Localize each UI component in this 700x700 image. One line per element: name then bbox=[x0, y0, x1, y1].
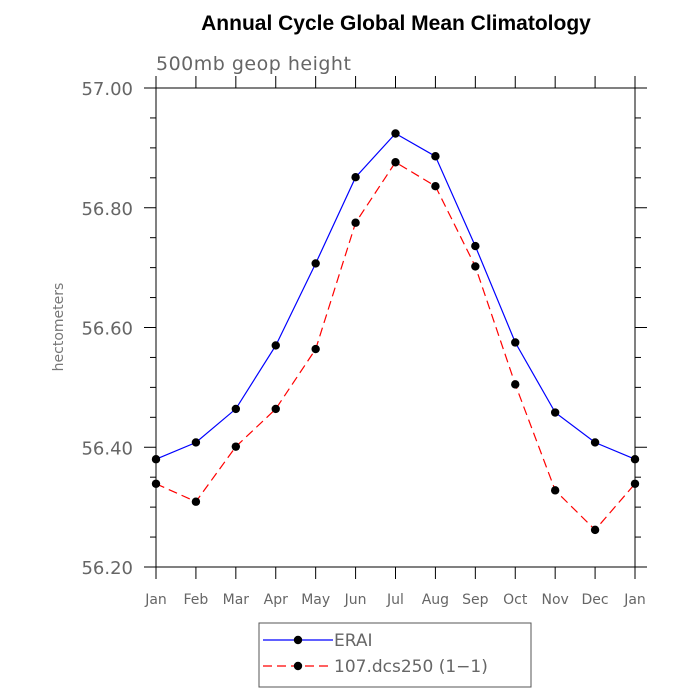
data-point bbox=[311, 259, 320, 268]
x-tick-label: Oct bbox=[503, 592, 528, 608]
data-point bbox=[151, 455, 161, 464]
legend-label: 107.dcs250 (1−1) bbox=[334, 657, 488, 677]
data-point bbox=[351, 173, 360, 182]
y-axis-label: hectometers bbox=[51, 283, 67, 372]
y-tick-label: 56.20 bbox=[81, 558, 133, 579]
series-line bbox=[155, 161, 636, 531]
x-tick-label: Dec bbox=[582, 592, 609, 608]
legend: ERAI 107.dcs250 (1−1) bbox=[258, 622, 532, 688]
data-point bbox=[511, 338, 520, 347]
data-point bbox=[431, 181, 440, 191]
series-2 bbox=[151, 158, 640, 535]
y-tick-label: 57.00 bbox=[81, 79, 133, 100]
data-point bbox=[271, 341, 280, 350]
y-tick-label: 56.80 bbox=[81, 199, 133, 220]
x-tick-label: Aug bbox=[422, 592, 449, 608]
data-point bbox=[550, 408, 560, 417]
axis-ticks bbox=[144, 76, 647, 579]
data-point bbox=[630, 479, 640, 488]
x-tick-label: Jan bbox=[144, 592, 167, 608]
series-layer bbox=[151, 129, 640, 535]
x-tick-label: Feb bbox=[184, 592, 209, 608]
data-point bbox=[630, 455, 640, 464]
legend-label: ERAI bbox=[334, 631, 373, 651]
x-tick-label: Jan bbox=[623, 592, 646, 608]
data-point bbox=[391, 158, 400, 167]
series-line bbox=[155, 132, 636, 460]
data-point bbox=[590, 438, 600, 447]
x-tick-label: Nov bbox=[542, 592, 569, 608]
legend-box bbox=[258, 622, 532, 688]
x-tick-label: Apr bbox=[264, 592, 288, 608]
data-point bbox=[391, 129, 400, 138]
x-tick-label: Sep bbox=[462, 592, 489, 608]
y-tick-labels: 56.20 56.40 56.60 56.80 57.00 bbox=[81, 79, 133, 579]
y-tick-label: 56.60 bbox=[81, 319, 133, 340]
data-point bbox=[590, 525, 600, 535]
x-tick-label: Jun bbox=[344, 592, 367, 608]
legend-marker bbox=[293, 661, 303, 671]
data-point bbox=[231, 404, 241, 414]
x-tick-label: Jul bbox=[386, 592, 404, 608]
data-point bbox=[231, 442, 241, 451]
data-point bbox=[431, 152, 440, 161]
data-point bbox=[311, 344, 320, 354]
data-point bbox=[550, 486, 560, 495]
x-tick-labels: Jan Feb Mar Apr May Jun Jul Aug Sep Oct Nov Dec Jan bbox=[144, 592, 646, 608]
x-tick-label: May bbox=[301, 592, 330, 608]
y-tick-label: 56.40 bbox=[81, 438, 133, 459]
series-1 bbox=[151, 129, 640, 464]
data-point bbox=[511, 380, 520, 389]
legend-marker bbox=[293, 635, 303, 645]
data-point bbox=[271, 404, 280, 414]
chart-title: Annual Cycle Global Mean Climatology bbox=[201, 12, 591, 35]
data-point bbox=[471, 241, 480, 251]
data-point bbox=[471, 262, 480, 271]
data-point bbox=[151, 479, 161, 488]
data-point bbox=[351, 218, 360, 227]
data-point bbox=[191, 497, 201, 506]
data-point bbox=[191, 438, 201, 447]
chart-subtitle: 500mb geop height bbox=[156, 53, 351, 75]
x-tick-label: Mar bbox=[223, 592, 250, 608]
